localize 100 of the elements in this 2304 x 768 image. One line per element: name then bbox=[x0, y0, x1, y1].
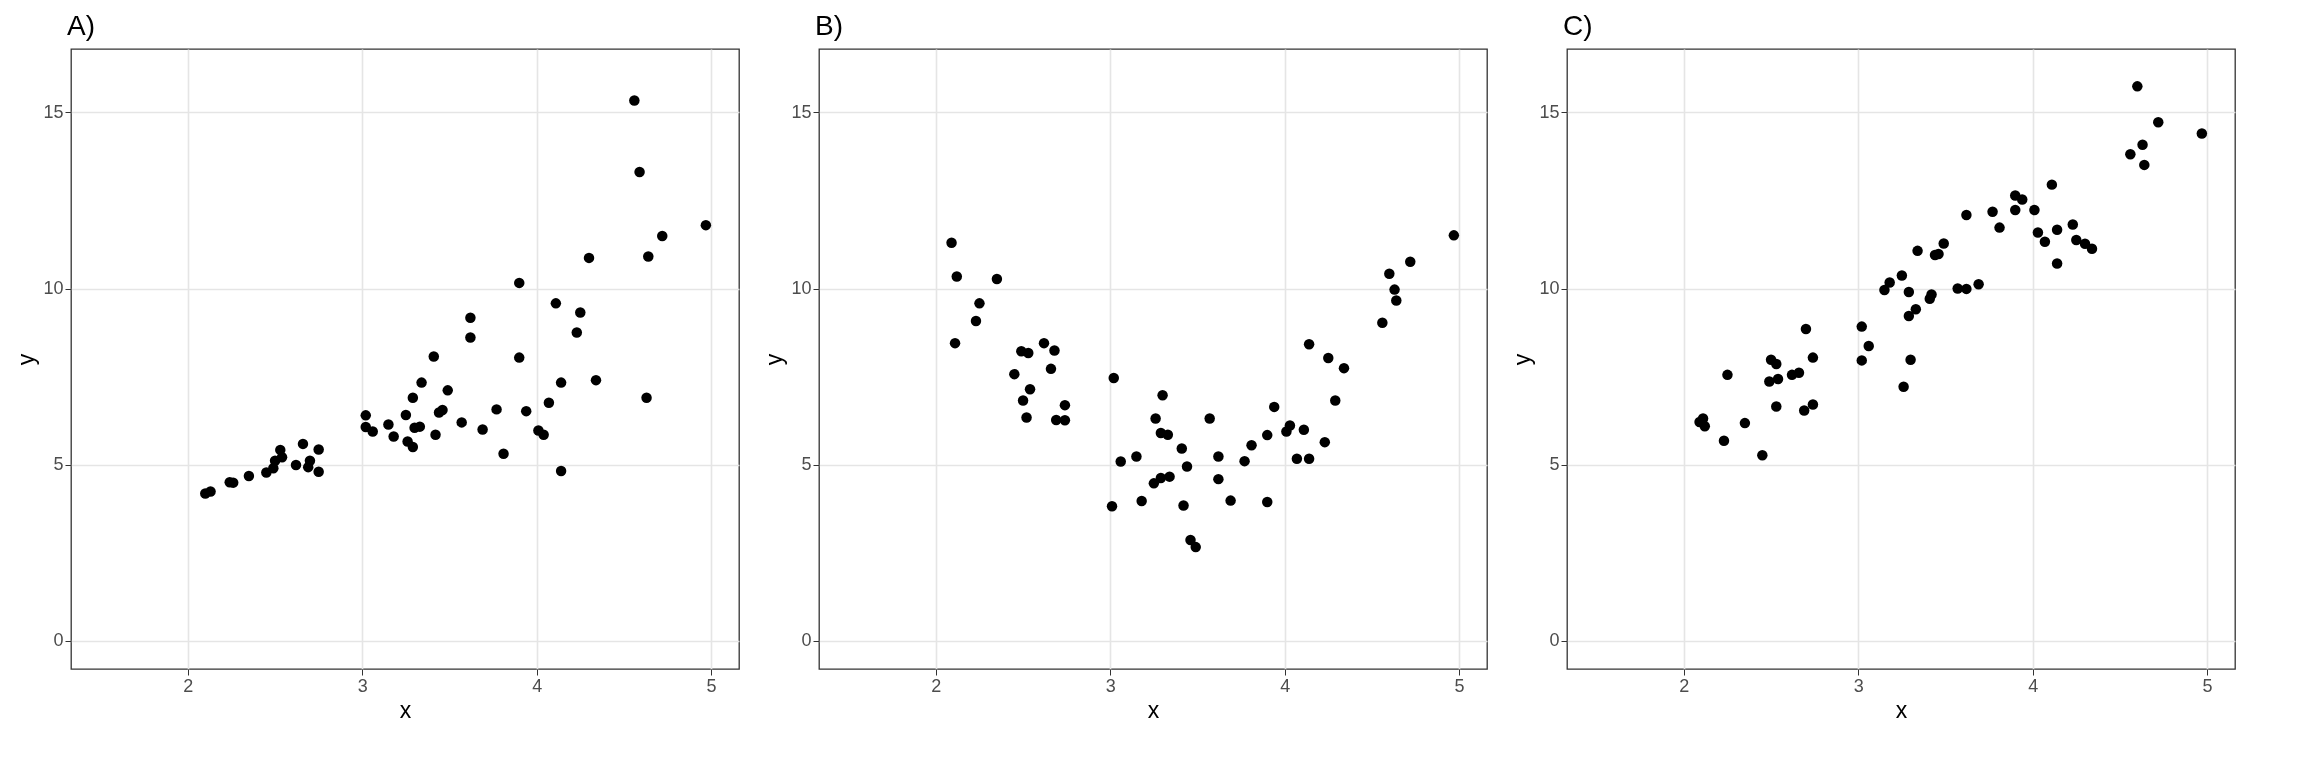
point bbox=[1190, 541, 1201, 553]
point bbox=[1268, 401, 1280, 413]
point bbox=[1912, 245, 1923, 257]
point bbox=[276, 452, 288, 463]
point bbox=[1739, 417, 1751, 429]
point bbox=[1131, 451, 1142, 462]
point bbox=[1896, 270, 1908, 281]
point bbox=[416, 377, 427, 388]
point bbox=[641, 392, 652, 403]
point bbox=[1106, 501, 1118, 512]
point bbox=[643, 251, 654, 262]
point bbox=[1323, 352, 1334, 364]
point bbox=[1291, 453, 1303, 464]
y-tick-label: 0 bbox=[1549, 630, 1560, 651]
point bbox=[1155, 472, 1167, 484]
y-tick-label: 10 bbox=[1539, 278, 1560, 299]
point bbox=[456, 417, 467, 428]
point bbox=[2067, 219, 2079, 230]
point bbox=[491, 404, 502, 415]
point bbox=[2039, 236, 2051, 247]
point bbox=[1303, 453, 1315, 464]
x-tick-label: 5 bbox=[706, 675, 717, 696]
point bbox=[555, 377, 567, 388]
point bbox=[1800, 323, 1812, 335]
point bbox=[700, 219, 712, 231]
y-tick-label: 15 bbox=[791, 101, 812, 122]
y-tick-label: 0 bbox=[801, 630, 812, 651]
point bbox=[1718, 435, 1730, 446]
point bbox=[1973, 279, 1984, 290]
point bbox=[1987, 206, 1998, 217]
point bbox=[383, 419, 394, 430]
point bbox=[1793, 367, 1805, 378]
point bbox=[1772, 373, 1784, 385]
point bbox=[437, 404, 448, 416]
point bbox=[1905, 354, 1916, 365]
point bbox=[1176, 443, 1188, 454]
point bbox=[1298, 424, 1310, 436]
point bbox=[1136, 495, 1147, 507]
x-axis-title: x bbox=[1895, 696, 1908, 723]
y-tick-label: 0 bbox=[53, 630, 64, 651]
point bbox=[1059, 415, 1071, 426]
point bbox=[1961, 209, 1972, 221]
point bbox=[1262, 429, 1273, 441]
x-tick-label: 4 bbox=[1280, 675, 1291, 696]
x-tick-label: 3 bbox=[1105, 675, 1116, 696]
point bbox=[1164, 471, 1175, 482]
point bbox=[367, 426, 378, 437]
point bbox=[1879, 284, 1890, 296]
point bbox=[520, 405, 532, 417]
x-tick-label: 4 bbox=[2028, 675, 2039, 696]
point bbox=[1856, 321, 1867, 332]
point bbox=[1045, 363, 1057, 375]
chart-title: B) bbox=[815, 10, 843, 41]
point bbox=[360, 410, 371, 421]
x-tick-label: 4 bbox=[532, 675, 543, 696]
point bbox=[1910, 304, 1922, 315]
point bbox=[1903, 310, 1915, 322]
point bbox=[1225, 495, 1236, 506]
point bbox=[1204, 413, 1215, 424]
point bbox=[1798, 405, 1810, 416]
point bbox=[1049, 345, 1060, 356]
point bbox=[555, 465, 567, 477]
point bbox=[1994, 222, 2005, 233]
point bbox=[974, 298, 985, 309]
point bbox=[1448, 230, 1460, 241]
point bbox=[313, 466, 324, 477]
point bbox=[1391, 295, 1402, 306]
point bbox=[1699, 421, 1711, 432]
point bbox=[1021, 412, 1032, 423]
point bbox=[1059, 399, 1071, 411]
point bbox=[1926, 289, 1937, 300]
point bbox=[1961, 283, 1972, 295]
point bbox=[1178, 500, 1189, 511]
point bbox=[1213, 473, 1224, 485]
point bbox=[2051, 224, 2063, 235]
point bbox=[1148, 478, 1160, 489]
point bbox=[1303, 338, 1315, 350]
point bbox=[1050, 414, 1062, 426]
point bbox=[313, 444, 324, 455]
point bbox=[1150, 413, 1161, 424]
point bbox=[1181, 461, 1193, 472]
point bbox=[1284, 420, 1296, 431]
chart-title: A) bbox=[67, 10, 95, 41]
point bbox=[1764, 376, 1775, 387]
point bbox=[951, 271, 963, 282]
point bbox=[1115, 456, 1126, 467]
point bbox=[2071, 234, 2082, 246]
point bbox=[1017, 395, 1029, 406]
point bbox=[1757, 449, 1768, 461]
x-tick-label: 3 bbox=[357, 675, 368, 696]
x-axis-title: x bbox=[399, 696, 412, 723]
x-tick-label: 5 bbox=[1454, 675, 1465, 696]
point bbox=[1246, 440, 1257, 451]
point bbox=[583, 252, 595, 264]
point bbox=[1338, 362, 1350, 374]
point bbox=[1023, 347, 1034, 359]
point bbox=[634, 166, 645, 178]
point bbox=[949, 337, 961, 349]
y-axis-title: y bbox=[13, 353, 40, 366]
point bbox=[2046, 179, 2058, 190]
